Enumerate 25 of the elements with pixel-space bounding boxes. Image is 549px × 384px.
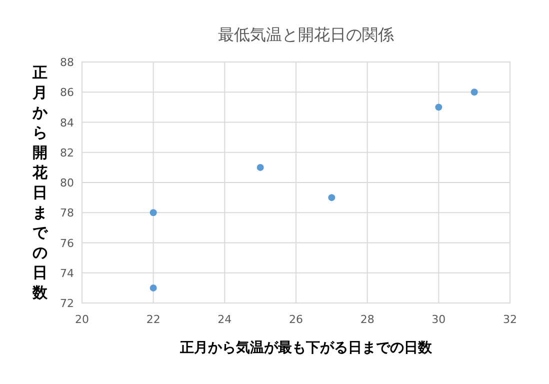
y-tick-label: 76: [60, 236, 74, 250]
x-axis-title: 正月から気温が最も下がる日までの日数: [179, 340, 433, 356]
point: [470, 88, 478, 96]
point: [328, 194, 336, 202]
y-tick-label: 72: [60, 297, 74, 310]
y-tick-label: 82: [60, 146, 74, 160]
y-tick-label: 78: [60, 206, 74, 220]
x-tick-label: 32: [503, 313, 517, 326]
x-tick-label: 30: [432, 313, 446, 326]
y-tick-label: 74: [60, 266, 74, 280]
x-tick-label: 28: [360, 313, 374, 326]
point: [150, 284, 157, 292]
point: [256, 164, 264, 171]
x-tick-label: 24: [218, 313, 232, 326]
x-tick-label: 20: [75, 313, 89, 326]
y-tick-label: 80: [60, 176, 74, 190]
x-tick-label: 26: [289, 313, 303, 326]
point: [435, 104, 442, 111]
text: 正月から開花日までの日数: [32, 64, 48, 302]
point: [150, 209, 157, 216]
chart-title: 最低気温と開花日の関係: [218, 25, 394, 44]
y-tick-label: 88: [60, 56, 74, 69]
x-tick-label: 22: [146, 313, 160, 326]
y-tick-label: 84: [60, 116, 74, 130]
y-tick-label: 86: [60, 86, 74, 100]
